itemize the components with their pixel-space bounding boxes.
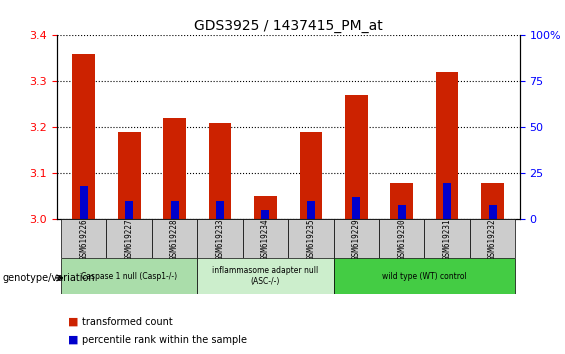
Text: ■: ■ xyxy=(68,317,79,327)
Bar xyxy=(470,219,515,258)
Bar xyxy=(345,95,368,219)
Bar xyxy=(333,258,515,294)
Bar xyxy=(243,219,288,258)
Bar xyxy=(436,72,458,219)
Bar xyxy=(390,183,413,219)
Bar xyxy=(163,118,186,219)
Bar xyxy=(61,219,106,258)
Bar xyxy=(197,219,243,258)
Title: GDS3925 / 1437415_PM_at: GDS3925 / 1437415_PM_at xyxy=(194,19,383,33)
Bar xyxy=(216,201,224,219)
Text: GSM619230: GSM619230 xyxy=(397,218,406,260)
Bar xyxy=(379,219,424,258)
Bar xyxy=(307,201,315,219)
Text: GSM619232: GSM619232 xyxy=(488,218,497,260)
Bar xyxy=(106,219,152,258)
Text: inflammasome adapter null
(ASC-/-): inflammasome adapter null (ASC-/-) xyxy=(212,267,319,286)
Bar xyxy=(333,219,379,258)
Bar xyxy=(61,258,197,294)
Bar xyxy=(288,219,333,258)
Bar xyxy=(254,196,277,219)
Bar xyxy=(398,205,406,219)
Text: GSM619229: GSM619229 xyxy=(352,218,361,260)
Bar xyxy=(80,186,88,219)
Bar xyxy=(299,132,322,219)
Bar xyxy=(353,198,360,219)
Text: GSM619235: GSM619235 xyxy=(306,218,315,260)
Text: percentile rank within the sample: percentile rank within the sample xyxy=(82,335,247,345)
Text: GSM619228: GSM619228 xyxy=(170,218,179,260)
Bar xyxy=(171,201,179,219)
Text: GSM619226: GSM619226 xyxy=(79,218,88,260)
Text: GSM619234: GSM619234 xyxy=(261,218,270,260)
Text: Caspase 1 null (Casp1-/-): Caspase 1 null (Casp1-/-) xyxy=(81,272,177,281)
Text: GSM619227: GSM619227 xyxy=(125,218,134,260)
Text: GSM619233: GSM619233 xyxy=(215,218,224,260)
Bar xyxy=(424,219,470,258)
Bar xyxy=(481,183,504,219)
Bar xyxy=(125,201,133,219)
Bar xyxy=(197,258,333,294)
Bar xyxy=(443,183,451,219)
Text: GSM619231: GSM619231 xyxy=(442,218,451,260)
Bar xyxy=(152,219,197,258)
Bar xyxy=(72,54,95,219)
Bar xyxy=(489,205,497,219)
Bar xyxy=(208,123,232,219)
Text: ■: ■ xyxy=(68,335,79,345)
Text: wild type (WT) control: wild type (WT) control xyxy=(382,272,467,281)
Bar xyxy=(262,210,270,219)
Text: transformed count: transformed count xyxy=(82,317,173,327)
Bar xyxy=(118,132,141,219)
Text: genotype/variation: genotype/variation xyxy=(3,273,95,283)
